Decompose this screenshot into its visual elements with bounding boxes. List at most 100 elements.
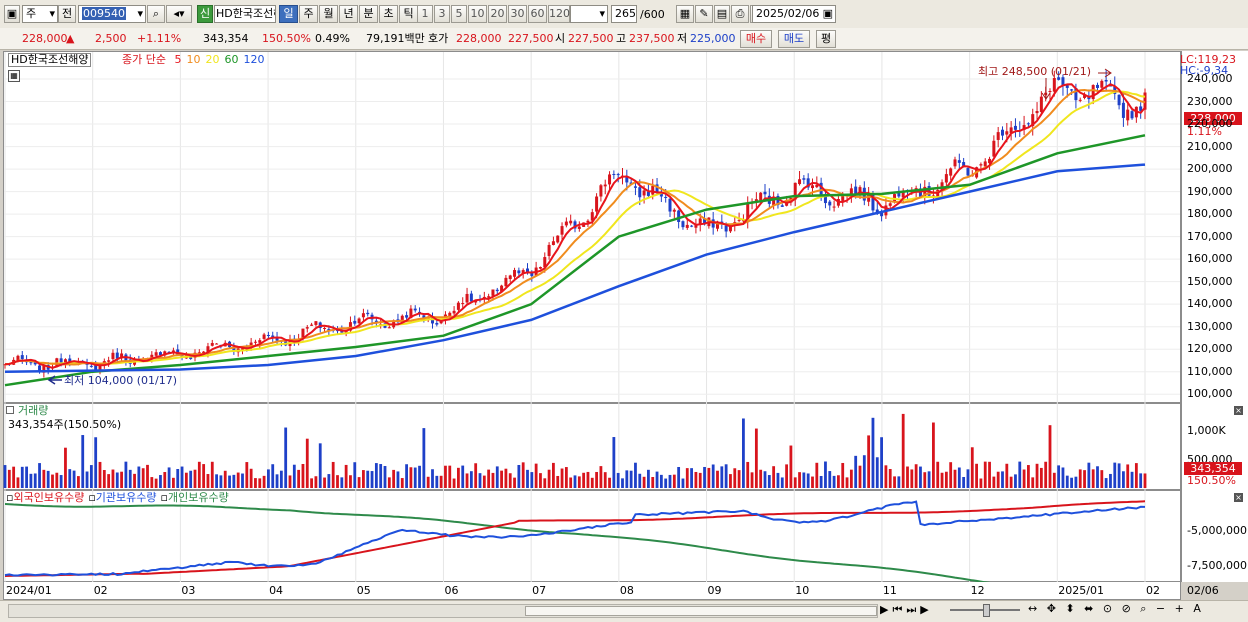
volume-bar [849,469,853,488]
volume-bar [1139,473,1143,488]
volume-bar [875,457,879,488]
volume-bar [1014,474,1017,488]
candle-body [189,356,193,359]
hc-value: HC:-9,34 [1180,64,1229,77]
print-icon[interactable]: ⎙ [731,5,749,23]
volume-pct: 150.50% [262,32,311,45]
candle-body [111,352,115,360]
volume-bar [988,461,991,488]
candle-body [854,186,858,195]
candle-body [776,195,780,206]
blank-select[interactable]: ▾ [570,5,608,23]
volume-bar [340,477,344,488]
window-icon[interactable]: ▣ [4,5,20,23]
sell-button[interactable]: 매도 [778,30,810,48]
interval-button-3[interactable]: 3 [434,5,450,23]
interval-button-20[interactable]: 20 [488,5,507,23]
volume-bar [275,474,279,488]
period-button-3[interactable]: 년 [339,5,358,23]
volume-bar [703,466,706,488]
period-button-5[interactable]: 초 [379,5,398,23]
period-button-4[interactable]: 분 [359,5,378,23]
volume-bar [1018,461,1022,488]
price-y-tick: 220,000 [1187,117,1233,131]
volume-bar [374,463,378,488]
volume-bar [737,470,741,488]
candle-body [262,334,266,339]
price-y-tick: 100,000 [1187,387,1233,401]
date-input[interactable]: 2025/02/06 ▣ [752,5,836,23]
volume-bar [914,464,918,488]
scroll-thumb[interactable] [525,606,877,616]
zoom-tools[interactable]: ↔ ✥ ⬍ ⬌ ⊙ ⊘ ⌕ − + A [1028,602,1204,615]
draw-tool-icon[interactable]: ✎ [695,5,713,23]
volume-bar [603,472,607,488]
search-icon[interactable]: ⌕ [147,5,165,23]
avg-button[interactable]: 평 [816,30,836,48]
buy-button[interactable]: 매수 [740,30,772,48]
volume-bar [526,469,529,488]
interval-button-5[interactable]: 5 [451,5,467,23]
candle-body [780,205,784,207]
candle-body [266,334,270,336]
x-axis-label: 02 [93,584,108,597]
interval-button-1[interactable]: 1 [417,5,433,23]
stock-code-input[interactable]: 009540 ▾ [78,5,146,23]
price-change: 2,500 [95,32,127,45]
volume-bar [297,469,301,488]
open-price: 227,500 [568,32,614,45]
zoom-slider-handle[interactable] [983,604,990,617]
interval-button-60[interactable]: 60 [528,5,547,23]
candle-body [819,182,823,195]
volume-bar [919,466,922,488]
save-icon[interactable]: ▤ [714,5,730,23]
close-icon[interactable]: × [1234,493,1243,502]
scroll-controls[interactable]: ▶⏮⏭▶ [880,603,933,616]
candle-body [530,273,534,276]
min-arrow [47,375,62,385]
volume-bar [25,466,28,488]
candle-body [465,293,469,303]
ma-legend: 종가 단순 5 10 20 60 120 [122,54,264,66]
volume-bar [94,437,98,488]
count-input[interactable]: 265 [611,5,637,23]
period-button-2[interactable]: 월 [319,5,338,23]
close-icon[interactable]: × [1234,406,1243,415]
high-price: 237,500 [629,32,675,45]
prev-button[interactable]: 전 [58,5,76,23]
interval-button-120[interactable]: 120 [548,5,570,23]
volume-bar [444,465,447,488]
candle-body [616,174,620,176]
market-select[interactable]: 주 ▾ [22,5,58,23]
volume-bar [362,470,365,488]
volume-bar [1091,469,1095,488]
volume-bar [232,474,236,488]
candle-body [1035,111,1039,114]
candle-body [1022,125,1026,130]
volume-bar [336,475,339,488]
volume-bar [193,469,197,488]
scroll-track[interactable] [8,604,878,618]
volume-bar [1134,463,1138,488]
volume-bar [478,473,482,488]
interval-button-10[interactable]: 10 [468,5,487,23]
candle-body [98,363,102,371]
candle-body [400,315,404,324]
candle-body [957,160,961,163]
candle-body [841,195,845,201]
candle-body [154,352,158,356]
volume-bar [651,477,655,488]
period-button-0[interactable]: 일 [279,5,298,23]
volume-bar [815,462,819,488]
interval-button-30[interactable]: 30 [508,5,527,23]
candle-body [517,270,521,274]
volume-bar [884,465,888,488]
volume-bar [754,428,758,488]
new-badge[interactable]: 신 [197,5,213,23]
chart-type-icon[interactable]: ▦ [676,5,694,23]
volume-bar [107,474,111,488]
table-icon[interactable]: ▦ [8,70,20,82]
ma-legend-prefix: 종가 단순 [122,53,166,66]
period-button-1[interactable]: 주 [299,5,318,23]
speaker-icon[interactable]: ◂▾ [166,5,192,23]
